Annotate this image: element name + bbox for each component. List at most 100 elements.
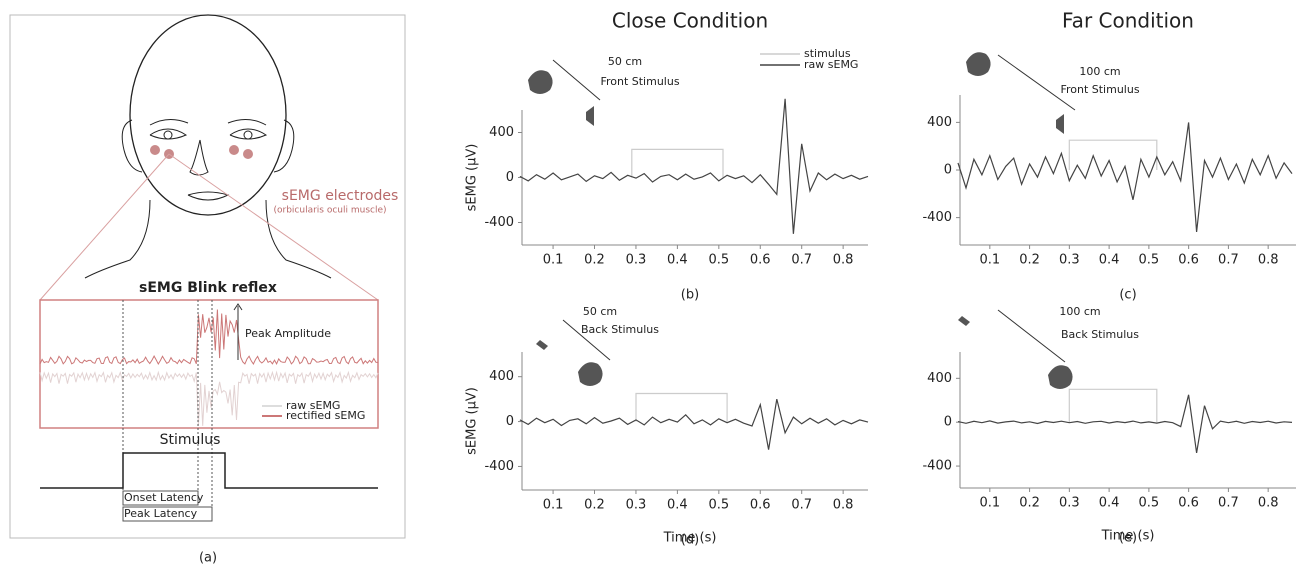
y-tick-label: 400	[927, 371, 952, 386]
x-tick-label: 0.7	[1218, 496, 1239, 511]
chart-title: Close Condition	[612, 9, 768, 33]
peak-latency: Peak Latency	[124, 507, 198, 520]
x-tick-label: 0.5	[1139, 496, 1160, 511]
head-icon	[528, 70, 553, 94]
series-line	[631, 148, 724, 178]
y-tick-label: 400	[489, 369, 514, 384]
distance-arrow	[997, 309, 1066, 363]
x-tick-label: 0.2	[584, 498, 605, 513]
rectified-illustration	[39, 309, 379, 366]
x-tick-label: 0.6	[1178, 496, 1199, 511]
caption: (b)	[681, 288, 699, 303]
signal-title: sEMG Blink reflex	[139, 280, 277, 296]
peak-amplitude: Peak Amplitude	[245, 327, 331, 340]
y-tick-label: -400	[922, 210, 952, 225]
muscle-label: (orbicularis oculi muscle)	[273, 206, 386, 216]
panel-a: sEMG electrodes (orbicularis oculi muscl…	[9, 14, 406, 566]
x-tick-label: 0.3	[626, 253, 647, 268]
electrode	[229, 145, 239, 155]
x-tick-label: 0.4	[1099, 496, 1120, 511]
pupil	[163, 130, 173, 140]
arrows	[552, 54, 1076, 363]
speaker-icon	[1056, 114, 1064, 134]
x-tick-label: 0.8	[833, 253, 854, 268]
latency-box	[122, 490, 199, 506]
zoom-line	[39, 153, 170, 301]
series-line	[957, 394, 1293, 453]
speaker-icon	[958, 316, 970, 326]
head-icon	[578, 362, 603, 386]
y-tick-label: -400	[922, 459, 952, 474]
distance-arrow	[562, 319, 611, 361]
y-tick-label: -400	[484, 459, 514, 474]
y-tick-label: 400	[489, 125, 514, 140]
legend-label: raw sEMG	[804, 58, 858, 71]
x-tick-label: 0.8	[1258, 496, 1279, 511]
annotation: Front Stimulus	[600, 75, 679, 88]
annotation: 100 cm	[1059, 305, 1100, 318]
stimulus-wave	[40, 452, 378, 489]
x-tick-label: 0.3	[1059, 496, 1080, 511]
x-tick-label: 0.3	[1059, 253, 1080, 268]
legend-label: stimulus	[804, 47, 851, 60]
distance-arrow	[997, 54, 1076, 111]
distance-arrow	[552, 59, 601, 101]
head-icon	[1048, 365, 1073, 389]
electrode	[243, 149, 253, 159]
x-tick-label: 0.2	[1019, 253, 1040, 268]
series-line	[957, 122, 1293, 232]
caption: (a)	[199, 551, 217, 566]
speaker-icon	[536, 340, 548, 350]
y-tick-label: 0	[506, 170, 514, 185]
caption: (e)	[1119, 531, 1137, 546]
x-axis-label: Time (s)	[1101, 529, 1155, 544]
neck	[84, 199, 332, 279]
ears	[121, 119, 295, 173]
electrodes-label: sEMG electrodes	[282, 188, 399, 204]
chart-title: Far Condition	[1062, 9, 1194, 33]
x-tick-label: 0.5	[708, 253, 729, 268]
y-tick-label: 0	[944, 415, 952, 430]
annotation: 50 cm	[583, 305, 617, 318]
x-tick-label: 0.3	[626, 498, 647, 513]
x-tick-label: 0.1	[543, 253, 564, 268]
x-axis-label: Time (s)	[663, 531, 717, 546]
x-tick-label: 0.1	[979, 496, 1000, 511]
x-tick-label: 0.1	[543, 498, 564, 513]
icons	[528, 52, 1073, 389]
y-axis-label: sEMG (µV)	[465, 144, 480, 212]
x-tick-label: 0.5	[708, 498, 729, 513]
annotation: Back Stimulus	[581, 323, 659, 336]
caption: (c)	[1119, 288, 1136, 303]
signal-illustration	[39, 309, 379, 426]
x-tick-label: 0.7	[791, 498, 812, 513]
annotation: Back Stimulus	[1061, 328, 1139, 341]
x-tick-label: 0.6	[750, 253, 771, 268]
x-tick-label: 0.5	[1139, 253, 1160, 268]
onset-latency: Onset Latency	[124, 491, 204, 504]
x-tick-label: 0.4	[667, 253, 688, 268]
x-tick-label: 0.7	[1218, 253, 1239, 268]
y-tick-label: 400	[927, 115, 952, 130]
x-tick-label: 0.2	[1019, 496, 1040, 511]
series-line	[1068, 388, 1158, 423]
series-line	[635, 392, 728, 422]
zoom-line	[168, 153, 379, 301]
latency-box	[122, 506, 213, 522]
y-axis-label: sEMG (µV)	[465, 387, 480, 455]
legend-label: rectified sEMG	[286, 409, 365, 422]
x-tick-label: 0.6	[1178, 253, 1199, 268]
x-tick-label: 0.7	[791, 253, 812, 268]
stimulus-label: Stimulus	[160, 432, 221, 448]
x-tick-label: 0.2	[584, 253, 605, 268]
x-tick-label: 0.1	[979, 253, 1000, 268]
y-tick-label: 0	[506, 414, 514, 429]
eyes	[149, 119, 268, 140]
x-tick-label: 0.4	[1099, 253, 1120, 268]
x-tick-label: 0.8	[1258, 253, 1279, 268]
series-line	[519, 398, 869, 450]
speaker-icon	[586, 106, 594, 126]
x-tick-label: 0.6	[750, 498, 771, 513]
series-line	[519, 98, 869, 234]
